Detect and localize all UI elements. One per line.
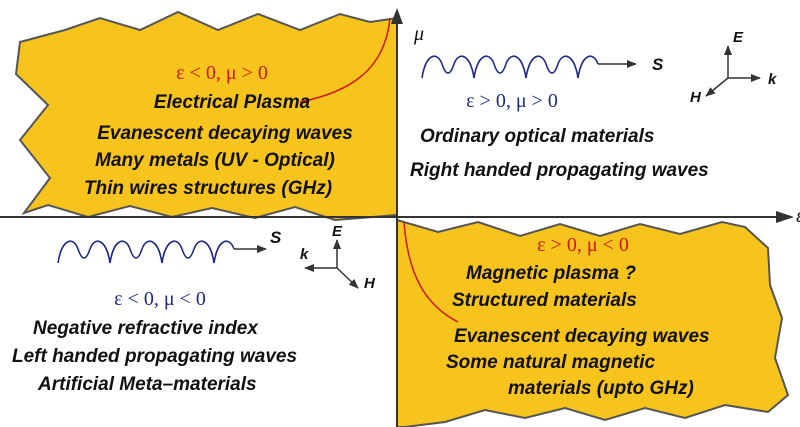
top-left-line-1: Electrical Plasma (154, 92, 311, 113)
bottom-left-line-3: Artificial Meta–materials (37, 374, 257, 395)
triad-bottom-left-h-label: H (364, 275, 376, 292)
bottom-right-line-4: Some natural magnetic (446, 352, 655, 373)
bottom-right-line-2: Structured materials (452, 290, 637, 311)
triad-bottom-left-h-arrow (336, 267, 359, 289)
top-left-line-4: Thin wires structures (GHz) (84, 178, 332, 199)
wave-top-right (421, 55, 599, 79)
condition-top-right: ε > 0, μ > 0 (466, 90, 558, 112)
bottom-right-line-5: materials (upto GHz) (508, 378, 694, 399)
wave-bottom-left (57, 240, 235, 264)
triad-top-right-h-arrow (705, 77, 729, 97)
mu-axis-arrowhead (391, 8, 403, 24)
condition-bottom-left: ε < 0, μ < 0 (114, 288, 206, 310)
top-left-line-2: Evanescent decaying waves (97, 123, 353, 144)
wave-label-bottom-left: S (270, 228, 282, 247)
wave-label-top-right: S (652, 55, 664, 74)
epsilon-axis-arrowhead (776, 211, 794, 223)
top-left-line-3: Many metals (UV - Optical) (95, 150, 335, 171)
bottom-right-region (396, 218, 790, 427)
mu-axis-label: μ (413, 23, 424, 45)
bottom-left-line-2: Left handed propagating waves (12, 346, 297, 367)
triad-top-right-e-label: E (733, 29, 744, 46)
triad-top-right-h-label: H (690, 89, 702, 106)
decay-curve-bottom-right (403, 221, 459, 323)
triad-bottom-left-e-label: E (332, 223, 343, 240)
bottom-left-line-1: Negative refractive index (33, 318, 259, 339)
top-right-line-2: Right handed propagating waves (410, 160, 709, 181)
bottom-right-line-1: Magnetic plasma ? (466, 263, 636, 284)
triad-bottom-left-k-label: k (300, 246, 309, 263)
top-left-region (14, 10, 398, 222)
top-right-line-1: Ordinary optical materials (420, 126, 654, 147)
triad-top-right-k-label: k (768, 71, 777, 88)
condition-top-left: ε < 0, μ > 0 (176, 62, 268, 84)
epsilon-axis-label: ε (796, 205, 800, 227)
bottom-right-line-3: Evanescent decaying waves (454, 326, 710, 347)
decay-curve-top-left (299, 17, 391, 103)
condition-bottom-right: ε > 0, μ < 0 (537, 234, 629, 256)
